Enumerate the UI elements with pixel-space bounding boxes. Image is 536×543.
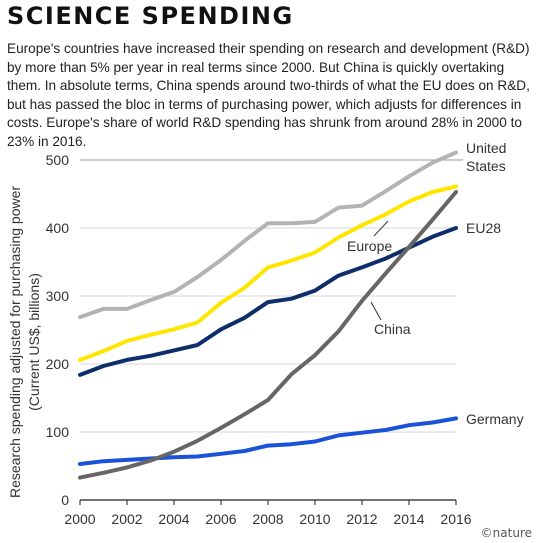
x-tick-label: 2010 <box>299 511 330 527</box>
x-tick-label: 2004 <box>158 511 189 527</box>
series-label-europe: Europe <box>347 238 392 254</box>
series-labels: United States EU28 Germany Europe China <box>347 140 524 427</box>
series-label-eu28: EU28 <box>466 220 501 236</box>
x-tick-label: 2016 <box>440 511 471 527</box>
series-label-united-states: United <box>466 140 506 156</box>
x-axis-ticks: 2000 2002 2004 2006 2008 2010 2012 2014 2016 <box>64 500 472 527</box>
europe-label-leader <box>373 220 389 237</box>
y-axis-ticks: 0 100 200 300 400 500 <box>46 152 70 508</box>
y-tick-label: 400 <box>46 220 70 236</box>
y-tick-label: 0 <box>61 492 69 508</box>
chart-description: Europe's countries have increased their … <box>7 41 530 149</box>
chart-title: SCIENCE SPENDING <box>7 2 294 30</box>
series-label-china: China <box>374 321 411 337</box>
y-tick-label: 200 <box>46 356 70 372</box>
series-line-germany <box>78 416 458 466</box>
y-tick-label: 100 <box>46 424 70 440</box>
series-line-europe <box>78 184 458 362</box>
series-line-china <box>78 190 458 480</box>
series-line-united-states <box>78 150 458 320</box>
series-label-germany: Germany <box>466 411 524 427</box>
x-tick-label: 2008 <box>252 511 283 527</box>
china-label-leader <box>370 301 382 321</box>
series-line-eu28 <box>78 226 458 377</box>
x-tick-label: 2002 <box>111 511 142 527</box>
y-axis-label-units: (Current US$, billions) <box>26 273 42 411</box>
series-lines <box>78 150 458 480</box>
y-tick-label: 500 <box>46 152 70 168</box>
y-axis-label: Research spending adjusted for purchasin… <box>7 186 23 498</box>
x-tick-label: 2000 <box>64 511 95 527</box>
x-tick-label: 2012 <box>346 511 377 527</box>
credit-label: ©nature <box>481 526 532 540</box>
x-tick-label: 2006 <box>205 511 236 527</box>
y-tick-label: 300 <box>46 288 70 304</box>
series-label-united-states-line2: States <box>466 158 506 174</box>
x-tick-label: 2014 <box>393 511 424 527</box>
